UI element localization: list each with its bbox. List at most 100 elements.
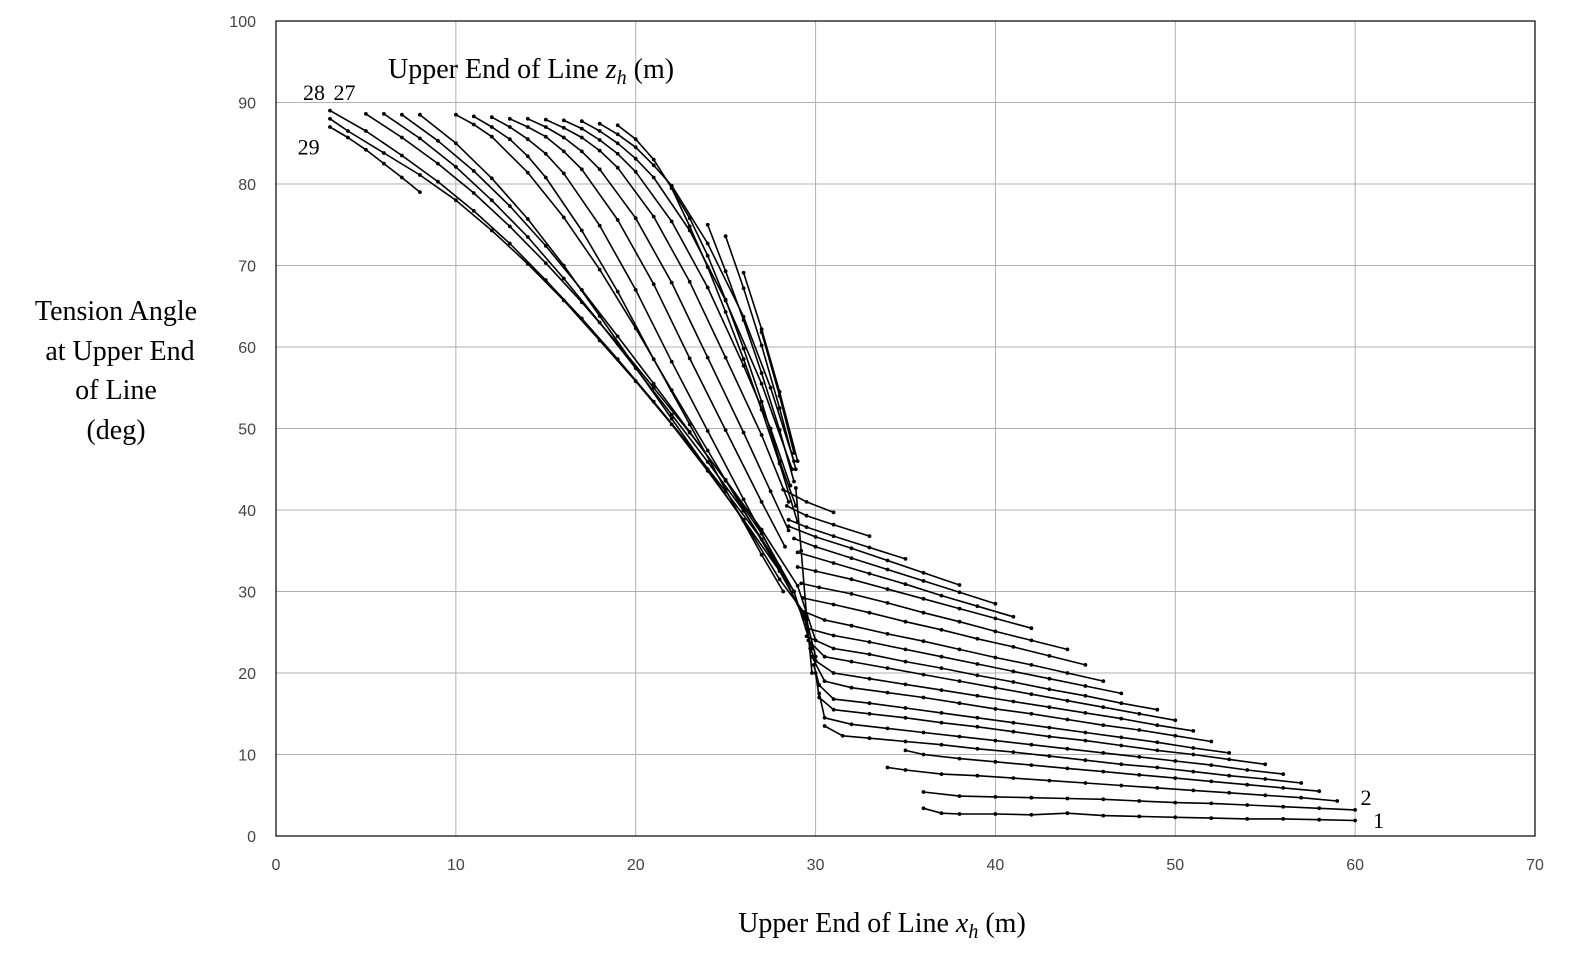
series-line bbox=[793, 537, 996, 605]
data-point bbox=[651, 385, 656, 390]
series-34 bbox=[507, 116, 787, 549]
data-point bbox=[903, 647, 908, 652]
series-33 bbox=[489, 115, 782, 569]
data-point bbox=[1173, 776, 1178, 780]
y-tick-label: 90 bbox=[238, 96, 256, 113]
series-9 bbox=[810, 654, 1214, 744]
data-point bbox=[867, 610, 872, 615]
y-tick-label: 100 bbox=[229, 14, 256, 31]
data-point bbox=[885, 765, 890, 770]
curve-label-27: 27 bbox=[334, 80, 356, 105]
data-point bbox=[561, 118, 566, 123]
series-line bbox=[813, 664, 1230, 754]
data-point bbox=[1263, 762, 1268, 767]
data-point bbox=[1227, 790, 1232, 795]
y-tick-label: 20 bbox=[238, 666, 256, 683]
data-point bbox=[885, 666, 890, 670]
series-43 bbox=[723, 234, 798, 472]
data-point bbox=[867, 545, 872, 550]
data-point bbox=[1083, 758, 1088, 763]
data-point bbox=[939, 720, 944, 725]
data-point bbox=[957, 606, 962, 611]
data-point bbox=[436, 179, 440, 184]
data-point bbox=[1011, 750, 1016, 754]
y-axis-title-line-4: (deg) bbox=[86, 415, 145, 446]
data-point bbox=[831, 561, 836, 565]
data-point bbox=[957, 794, 962, 798]
data-point bbox=[1299, 795, 1304, 800]
data-point bbox=[1083, 730, 1088, 735]
data-point bbox=[1029, 638, 1034, 643]
data-point bbox=[799, 581, 804, 586]
data-point bbox=[741, 497, 746, 502]
series-line bbox=[706, 224, 795, 482]
series-36 bbox=[543, 117, 791, 504]
series-line bbox=[742, 272, 799, 462]
data-point bbox=[939, 811, 944, 816]
series-line bbox=[545, 118, 790, 503]
x-axis-title: Upper End of Line xh (m) bbox=[738, 908, 1026, 943]
data-point bbox=[471, 169, 476, 173]
data-point bbox=[903, 619, 908, 624]
series-line bbox=[473, 115, 784, 592]
data-point bbox=[687, 224, 692, 229]
data-point bbox=[817, 695, 822, 700]
data-point bbox=[759, 552, 764, 557]
data-point bbox=[813, 638, 818, 643]
data-point bbox=[1119, 716, 1124, 721]
data-point bbox=[1155, 740, 1160, 745]
series-line bbox=[670, 187, 799, 523]
data-point bbox=[633, 288, 638, 292]
series-18 bbox=[795, 550, 1016, 619]
data-point bbox=[346, 129, 350, 133]
series-35 bbox=[525, 116, 791, 533]
data-point bbox=[792, 479, 796, 484]
data-point bbox=[741, 286, 746, 291]
data-point bbox=[784, 504, 789, 508]
data-point bbox=[885, 726, 890, 731]
data-point bbox=[957, 701, 962, 706]
data-point bbox=[633, 145, 638, 150]
series-46 bbox=[793, 486, 814, 675]
data-point bbox=[597, 267, 602, 272]
data-point bbox=[795, 565, 800, 569]
data-point bbox=[364, 147, 368, 152]
data-point bbox=[1299, 781, 1304, 785]
data-point bbox=[1137, 711, 1142, 716]
data-point bbox=[817, 683, 822, 688]
data-point bbox=[1137, 814, 1142, 819]
data-point bbox=[1029, 711, 1034, 716]
data-point bbox=[1137, 755, 1142, 759]
data-point bbox=[1209, 779, 1214, 784]
data-point bbox=[777, 577, 782, 582]
data-point bbox=[507, 137, 512, 142]
data-point bbox=[975, 693, 980, 698]
data-point bbox=[849, 659, 854, 664]
data-point bbox=[903, 682, 908, 687]
data-point bbox=[669, 412, 674, 417]
data-point bbox=[597, 320, 602, 325]
series-group bbox=[328, 108, 1357, 823]
data-point bbox=[525, 125, 530, 129]
data-point bbox=[687, 422, 692, 427]
data-point bbox=[436, 161, 440, 166]
data-point bbox=[400, 135, 404, 140]
data-point bbox=[975, 604, 980, 609]
data-point bbox=[1209, 739, 1214, 744]
data-point bbox=[1191, 746, 1196, 750]
data-point bbox=[1191, 788, 1196, 793]
data-point bbox=[651, 214, 656, 219]
y-axis-title: Tension Angle at Upper End of Line (deg) bbox=[35, 296, 197, 446]
curve-label-2: 2 bbox=[1361, 785, 1372, 810]
data-point bbox=[1155, 765, 1160, 770]
data-point bbox=[921, 806, 926, 811]
data-point bbox=[831, 534, 836, 538]
data-point bbox=[786, 517, 791, 522]
data-point bbox=[525, 116, 530, 121]
data-point bbox=[579, 228, 584, 233]
series-1 bbox=[921, 806, 1357, 823]
series-5 bbox=[822, 724, 1304, 785]
series-21 bbox=[786, 517, 908, 561]
data-point bbox=[705, 253, 710, 258]
data-point bbox=[1119, 735, 1124, 740]
